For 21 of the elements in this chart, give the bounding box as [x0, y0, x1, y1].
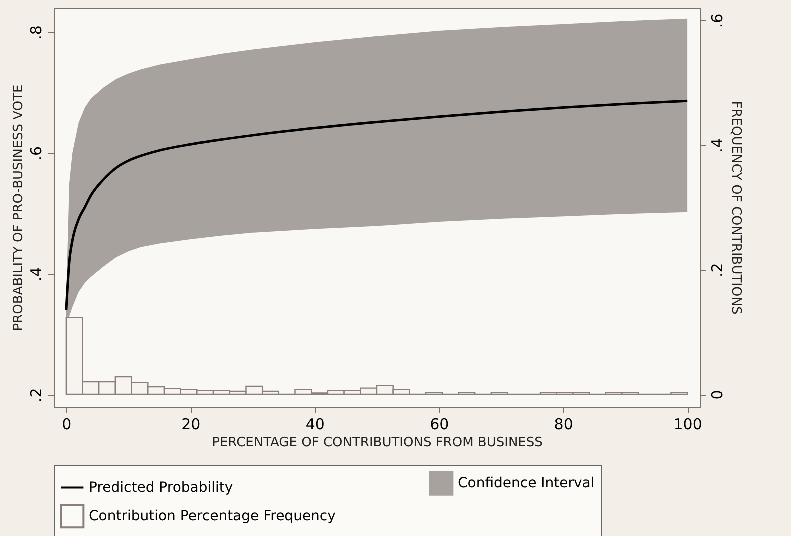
x-axis-title: PERCENTAGE OF CONTRIBUTIONS FROM BUSINESS	[212, 436, 543, 450]
x-tick-label: 20	[182, 416, 201, 434]
y-tick-label: .8	[28, 26, 46, 40]
y2-tick-label: 0	[708, 390, 726, 400]
y-tick-label: .6	[28, 146, 46, 161]
x-tick-label: 100	[674, 416, 702, 434]
line-series	[65, 100, 689, 312]
y2-tick-label: .2	[708, 263, 726, 278]
y-tick-label: .2	[28, 388, 46, 403]
y-tick-label: .4	[28, 267, 46, 282]
x-tick-label: 60	[430, 416, 450, 434]
y2-tick-label: .6	[708, 14, 726, 28]
legend-label: Predicted Probability	[89, 480, 234, 496]
y-axis-title: PROBABILITY OF PRO-BUSINESS VOTE	[12, 84, 26, 332]
legend-label: Contribution Percentage Frequency	[89, 508, 336, 524]
x-tick-label: 80	[554, 416, 574, 434]
x-tick-label: 40	[306, 416, 325, 434]
x-tick-label: 0	[62, 416, 72, 434]
legend-label: Confidence Interval	[458, 476, 595, 492]
y2-axis-title: FREQUENCY OF CONTRIBUTIONS	[728, 101, 744, 315]
y2-tick-label: .4	[708, 138, 726, 153]
